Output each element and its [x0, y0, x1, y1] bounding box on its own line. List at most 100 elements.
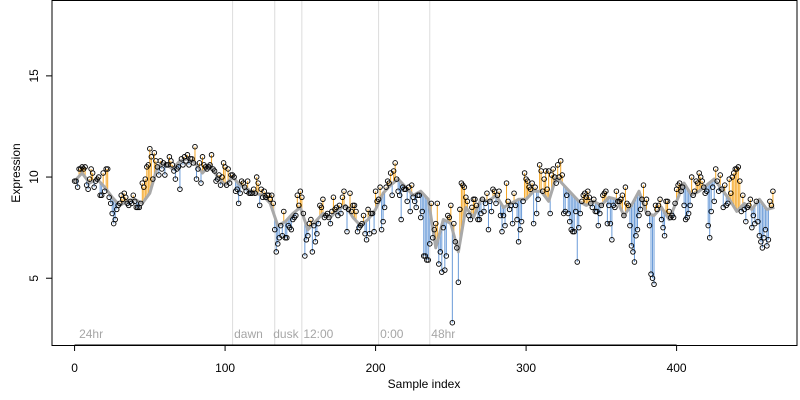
residual-segments: [75, 146, 774, 323]
x-tick-label: 100: [215, 361, 235, 375]
data-point: [449, 319, 456, 326]
data-point: [759, 245, 766, 251]
data-point: [217, 182, 224, 188]
data-point: [104, 166, 111, 172]
data-point: [718, 186, 725, 192]
data-point: [95, 174, 102, 180]
data-point: [511, 190, 517, 196]
data-point: [699, 178, 705, 184]
data-point: [743, 218, 749, 225]
data-point: [527, 186, 534, 192]
data-point: [237, 190, 243, 196]
data-point: [225, 166, 231, 172]
data-point: [637, 206, 644, 213]
data-point: [207, 162, 213, 168]
data-point: [365, 206, 371, 213]
data-point: [455, 279, 462, 286]
data-point: [428, 200, 435, 207]
data-point: [296, 202, 302, 209]
data-point: [709, 184, 716, 190]
data-point: [288, 226, 295, 233]
data-point: [485, 226, 492, 233]
data-point: [327, 220, 334, 227]
data-point: [452, 239, 459, 245]
data-point: [687, 202, 693, 209]
data-point: [630, 249, 636, 255]
data-point: [434, 200, 441, 207]
region-lines: [232, 1, 431, 345]
data-point: [270, 200, 276, 207]
data-point: [497, 212, 504, 219]
data-point: [302, 253, 308, 259]
data-point: [145, 162, 152, 168]
data-point: [559, 172, 565, 178]
data-point: [530, 220, 537, 227]
data-point: [586, 194, 593, 201]
data-point: [377, 184, 383, 190]
data-point: [619, 192, 626, 199]
data-point: [476, 216, 483, 223]
data-point: [433, 220, 439, 227]
data-point: [571, 228, 578, 235]
data-point: [512, 202, 519, 209]
region-label: 12:00: [303, 327, 333, 341]
data-point: [533, 210, 540, 217]
data-point: [756, 232, 763, 239]
data-point: [116, 200, 123, 207]
data-point: [573, 208, 579, 215]
data-point: [383, 184, 389, 190]
data-point: [521, 170, 528, 176]
data-point: [722, 182, 728, 188]
data-point: [585, 188, 591, 194]
data-point: [122, 194, 129, 201]
data-point: [488, 208, 495, 215]
data-point: [749, 224, 755, 231]
data-point: [271, 226, 278, 233]
data-point: [657, 196, 663, 203]
data-point: [607, 220, 614, 227]
region-label: dusk: [273, 327, 299, 341]
data-point: [529, 180, 535, 186]
data-point: [746, 202, 752, 209]
data-point: [284, 235, 290, 241]
data-point: [440, 224, 447, 231]
data-point: [670, 214, 677, 221]
data-point: [261, 188, 267, 194]
data-point: [536, 162, 543, 168]
data-point: [294, 192, 301, 199]
data-point: [98, 192, 105, 199]
x-tick-label: 400: [667, 361, 687, 375]
data-point: [515, 239, 522, 245]
data-point: [708, 208, 714, 215]
data-point: [132, 198, 138, 205]
data-point: [338, 210, 344, 217]
data-point: [360, 212, 367, 219]
data-point: [413, 204, 419, 211]
data-point: [645, 210, 651, 217]
data-point: [583, 194, 590, 201]
data-point: [73, 178, 79, 184]
data-point: [557, 158, 564, 164]
data-point: [330, 194, 337, 201]
data-point: [725, 200, 731, 207]
data-point: [737, 178, 743, 184]
data-point: [625, 202, 632, 209]
data-point: [598, 202, 605, 209]
data-point: [408, 182, 415, 188]
data-point: [148, 154, 155, 160]
data-point: [509, 220, 516, 227]
data-point: [309, 249, 316, 255]
data-point: [372, 188, 379, 194]
data-point: [566, 218, 573, 225]
data-point: [448, 202, 454, 209]
data-point: [91, 184, 97, 190]
data-point: [198, 180, 204, 186]
data-point: [664, 198, 671, 205]
data-point: [180, 162, 186, 168]
data-point: [386, 180, 392, 186]
data-point: [765, 237, 772, 243]
data-point: [101, 188, 108, 194]
data-point: [407, 208, 413, 215]
data-point: [273, 249, 280, 255]
data-point: [430, 235, 436, 241]
